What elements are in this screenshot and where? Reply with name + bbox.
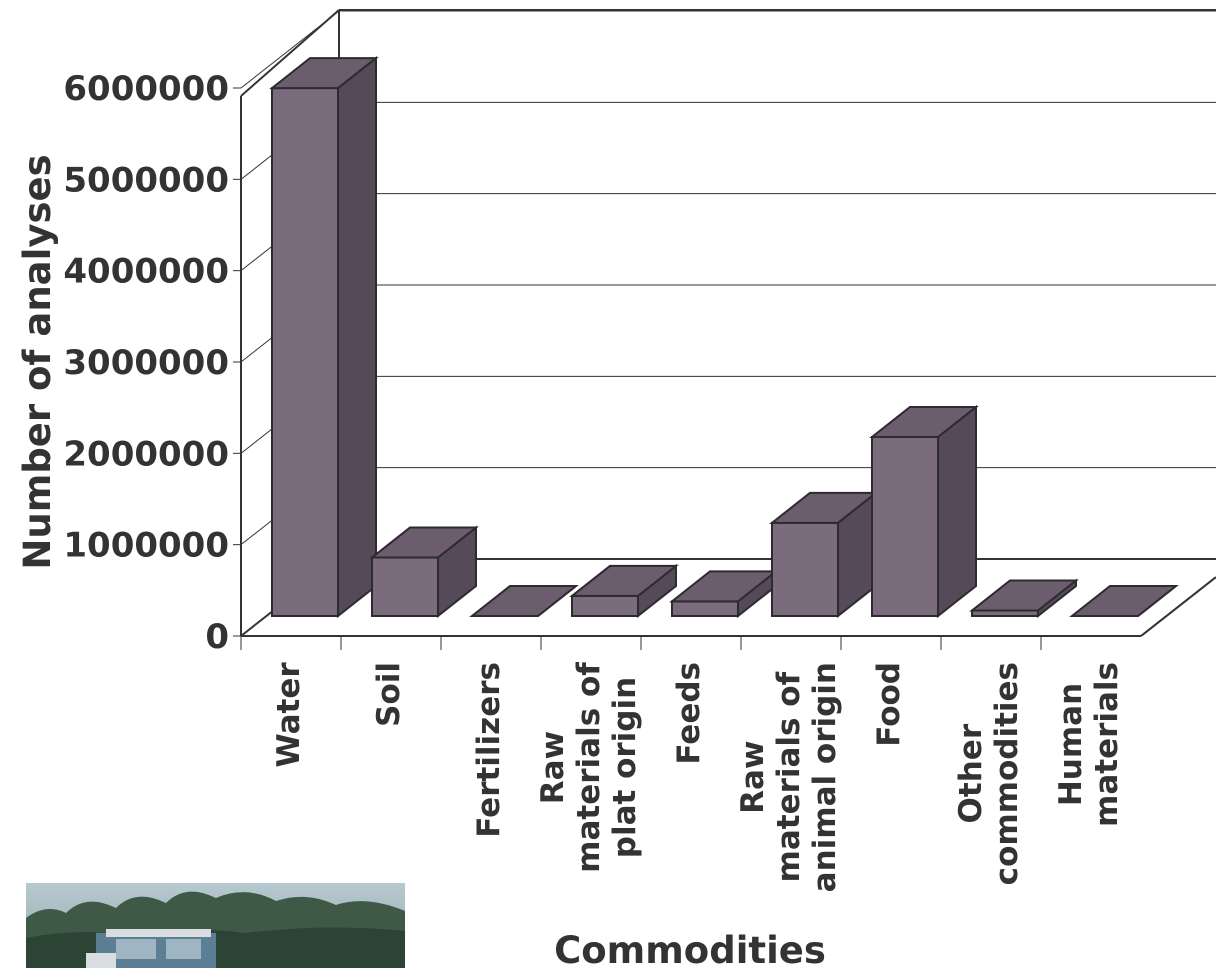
x-tick-label: Humanmaterials — [1053, 662, 1125, 827]
bar-front-face — [871, 435, 939, 617]
bar — [669, 569, 779, 619]
side-wall-top-edge — [240, 9, 340, 97]
bar — [1069, 585, 1179, 617]
bar — [469, 585, 579, 617]
x-axis-title: Commodities — [554, 929, 826, 968]
x-tick-label-line: Fertilizers — [471, 662, 507, 838]
x-tick-label: Rawmaterials ofplat origin — [535, 662, 643, 873]
x-tick-label-line: materials of — [771, 671, 807, 882]
x-tick-label-line: Raw — [735, 740, 771, 813]
x-tick-label: Food — [871, 662, 907, 747]
x-tick-label-line: Raw — [535, 731, 571, 804]
y-tick-label: 2000000 — [63, 434, 229, 474]
x-tick-label-line: Feeds — [671, 662, 707, 765]
x-tick-label: Fertilizers — [471, 662, 507, 838]
y-axis-title: Number of analyses — [16, 154, 59, 569]
x-tick-label-line: Other — [953, 723, 989, 823]
bar — [769, 490, 879, 619]
bars — [269, 56, 1179, 619]
bar-top-face — [569, 564, 679, 597]
x-tick-label-line: materials — [1089, 662, 1125, 827]
bar-front-face — [671, 600, 739, 617]
bar-top-face — [269, 57, 379, 90]
x-axis-ticks: Water Soil Fertilizers Rawmaterials ofplat … — [240, 636, 1125, 892]
x-tick-label-line: Food — [871, 662, 907, 747]
y-axis-ticks: 0 1000000 2000000 3000000 4000000 5000000 6000… — [63, 69, 241, 657]
y-tick-label: 6000000 — [63, 69, 229, 109]
bar — [269, 56, 379, 619]
bar-top-face — [869, 405, 979, 438]
x-tick-label-line: Soil — [371, 662, 407, 727]
bar-front-face — [271, 87, 339, 618]
bar-top-face — [1069, 585, 1179, 617]
bar — [569, 563, 679, 619]
bar-side-face — [337, 56, 377, 619]
x-tick-label: Feeds — [671, 662, 707, 765]
chart-gridlines — [240, 10, 1216, 637]
bar — [869, 404, 979, 619]
bar — [969, 578, 1079, 619]
y-tick-label: 0 — [205, 617, 229, 657]
bar-top-face — [469, 585, 579, 617]
y-tick-label: 5000000 — [63, 160, 229, 200]
x-tick-label-line: plat origin — [607, 677, 643, 858]
bar-front-face — [771, 521, 839, 618]
floor-right-edge — [1140, 576, 1216, 637]
x-tick-label: Othercommodities — [953, 662, 1025, 885]
x-tick-label: Water — [271, 662, 307, 768]
bar-front-face — [371, 556, 439, 618]
bar-side-face — [937, 404, 977, 619]
bar-front-face — [571, 594, 639, 618]
bar-top-face — [369, 526, 479, 559]
x-tick-label: Rawmaterials ofanimal origin — [735, 662, 843, 892]
x-tick-label: Soil — [371, 662, 407, 727]
x-tick-label-line: materials of — [571, 662, 607, 873]
y-tick-label: 4000000 — [63, 252, 229, 292]
bar — [369, 525, 479, 619]
bar-top-face — [969, 579, 1079, 612]
x-tick-label-line: Water — [271, 662, 307, 768]
chart-frame — [240, 9, 1216, 637]
y-tick-label: 3000000 — [63, 343, 229, 383]
x-tick-label-line: animal origin — [807, 662, 843, 892]
x-tick-label-line: Human — [1053, 683, 1089, 806]
tractor-field-photo — [26, 883, 405, 968]
y-tick-label: 1000000 — [63, 526, 229, 566]
x-tick-label-line: commodities — [989, 662, 1025, 885]
